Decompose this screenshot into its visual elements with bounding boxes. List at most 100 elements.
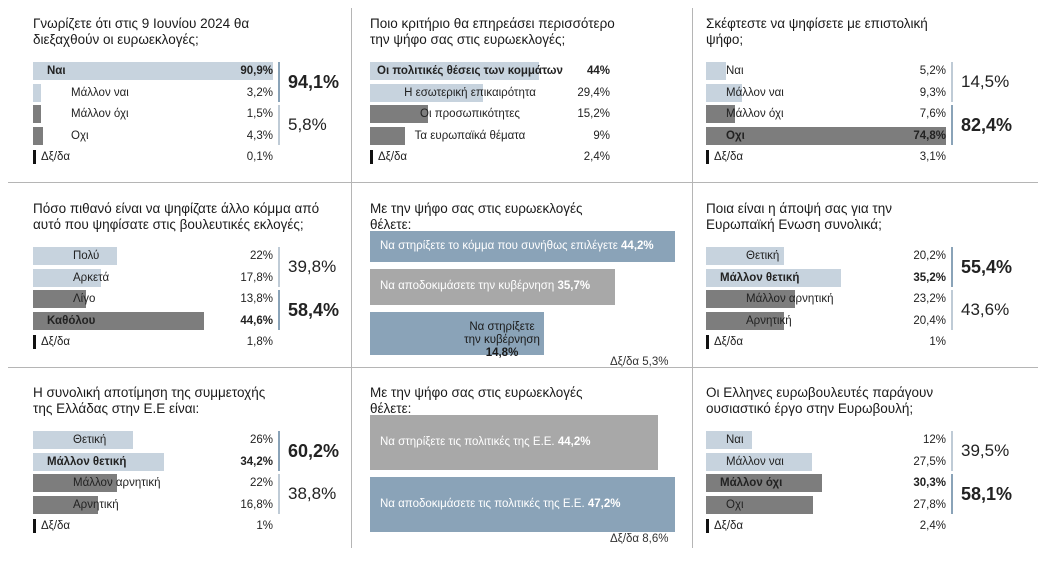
bar-label: Μάλλον θετική: [720, 271, 800, 284]
answer-box: Να αποδοκιμάσετε τις πολιτικές της Ε.Ε. …: [370, 477, 675, 532]
group-total: 82,4%: [961, 115, 1013, 135]
dk-label: Δξ/δα: [610, 356, 640, 368]
bar-value: 20,2%: [913, 250, 946, 262]
group-total: 39,8%: [288, 257, 337, 276]
bar-row: Δξ/δα 2,4%: [706, 517, 946, 535]
chart-title: Οι Ελληνες ευρωβουλευτές παράγουν ουσιασ…: [706, 385, 934, 416]
bar-row: Μάλλον ναι 3,2%: [33, 83, 273, 102]
chart-title: Πόσο πιθανό είναι να ψηφίζατε άλλο κόμμα…: [33, 201, 320, 232]
bar-label: Λίγο: [73, 293, 96, 305]
bar-label: Δξ/δα: [41, 151, 71, 163]
chart-panel: Η συνολική αποτίμηση της συμμετοχής της …: [33, 385, 353, 563]
bar: [706, 62, 726, 80]
answer-box: Να στηρίξετε την κυβέρνηση 14,8%: [370, 312, 544, 359]
bar: [33, 62, 273, 80]
chart-title: Σκέφτεστε να ψηφίσετε με επιστολική ψήφο…: [706, 16, 928, 47]
chart-title: Με την ψήφο σας στις ευρωεκλογές θέλετε:: [370, 201, 583, 232]
bar-row: Δξ/δα 1%: [33, 517, 273, 535]
dk-value: 5,3%: [642, 356, 669, 368]
bar-label: Αρκετά: [73, 271, 110, 284]
bar-label: Οι πολιτικές θέσεις των κομμάτων: [377, 65, 563, 77]
bar-value: 44%: [586, 65, 610, 77]
bar: [33, 268, 102, 287]
bar-value: 1,5%: [246, 108, 273, 120]
dk-marker: [706, 335, 709, 349]
group-total: 94,1%: [288, 72, 340, 92]
bar-row: Οι προσωπικότητες 15,2%: [370, 105, 610, 123]
bar-value: 2,4%: [919, 520, 946, 532]
bar-row: Μάλλον αρνητική 22%: [33, 474, 273, 492]
bar: [706, 431, 753, 449]
answer-value: 47,2%: [587, 497, 621, 510]
bar-row: Πολύ 22%: [33, 247, 273, 265]
group-bracket: [951, 105, 953, 145]
bar-value: 12%: [922, 434, 946, 446]
bar-label: Αρνητική: [746, 314, 792, 327]
grid-divider-top: [8, 182, 1038, 183]
chart-panel: Με την ψήφο σας στις ευρωεκλογές θέλετε:…: [370, 385, 690, 563]
bar-label: Θετική: [746, 250, 780, 262]
bar: [706, 126, 946, 145]
group-bracket: [278, 62, 280, 102]
bar-row: Ναι 5,2%: [706, 62, 946, 80]
bar-value: 9%: [593, 129, 610, 142]
bar-label: Η εσωτερική επικαιρότητα: [404, 86, 536, 99]
dk-marker: [33, 335, 36, 349]
bar-value: 5,2%: [919, 65, 946, 77]
bar-row: Η εσωτερική επικαιρότητα 29,4%: [370, 83, 610, 102]
answer-text: Να στηρίξετε το κόμμα που συνήθως επιλέγ…: [380, 240, 654, 252]
bar: [706, 495, 813, 514]
bar-label: Δξ/δα: [714, 520, 744, 532]
bar-row: Ναι 12%: [706, 431, 946, 449]
answer-box: Να στηρίξετε τις πολιτικές της Ε.Ε. 44,2…: [370, 415, 658, 470]
answer-label: Να στηρίξετε την κυβέρνηση: [464, 321, 540, 346]
bar-value: 1,8%: [246, 336, 273, 348]
grid-divider-right: [692, 8, 693, 548]
chart-panel: Ποιο κριτήριο θα επηρεάσει περισσότερο τ…: [370, 16, 690, 194]
answer-value: 14,8%: [485, 347, 519, 359]
bar-value: 34,2%: [240, 455, 273, 468]
dk-note: Δξ/δα 5,3%: [610, 356, 669, 368]
bar-label: Ναι: [726, 65, 744, 77]
bar: [706, 311, 785, 330]
group-bracket: [951, 474, 953, 514]
bar-label: Οχι: [71, 129, 89, 142]
group-bracket: [278, 105, 280, 145]
chart-title: Με την ψήφο σας στις ευρωεκλογές θέλετε:: [370, 385, 583, 416]
group-bracket: [951, 290, 953, 330]
bar-value: 22%: [249, 250, 273, 262]
bar-label: Τα ευρωπαϊκά θέματα: [414, 129, 526, 142]
dk-marker: [33, 150, 36, 164]
bar-label: Μάλλον ναι: [726, 86, 784, 99]
bar-value: 3,1%: [919, 151, 946, 163]
bar-row: Δξ/δα 0,1%: [33, 148, 273, 166]
bar: [33, 105, 41, 123]
bar-label: Αρνητική: [73, 498, 119, 511]
answer-label: Να αποδοκιμάσετε την κυβέρνηση: [380, 280, 555, 292]
bar: [33, 495, 98, 514]
bar-value: 30,3%: [913, 477, 946, 489]
bar-row: Οχι 4,3%: [33, 126, 273, 145]
bar-value: 74,8%: [913, 129, 946, 142]
answer-value: 35,7%: [557, 280, 591, 292]
bar-label: Δξ/δα: [41, 336, 71, 348]
bar-label: Μάλλον αρνητική: [73, 477, 161, 489]
bar-label: Ναι: [47, 65, 66, 77]
bar-label: Καθόλου: [47, 314, 96, 327]
bar-label: Οι προσωπικότητες: [420, 108, 520, 120]
bar-value: 20,4%: [913, 314, 946, 327]
bar-value: 1%: [256, 520, 273, 532]
bar-row: Οχι 27,8%: [706, 495, 946, 514]
group-total: 38,8%: [288, 484, 337, 503]
bar-value: 4,3%: [246, 129, 273, 142]
bar-label: Δξ/δα: [378, 151, 408, 163]
group-bracket: [278, 247, 280, 287]
bar-row: Αρκετά 17,8%: [33, 268, 273, 287]
bar-value: 3,2%: [246, 86, 273, 99]
bar-row: Λίγο 13,8%: [33, 290, 273, 308]
bar-value: 17,8%: [240, 271, 273, 284]
bar-row: Δξ/δα 2,4%: [370, 148, 610, 166]
group-bracket: [951, 62, 953, 102]
bar: [706, 247, 784, 265]
bar: [33, 452, 165, 471]
